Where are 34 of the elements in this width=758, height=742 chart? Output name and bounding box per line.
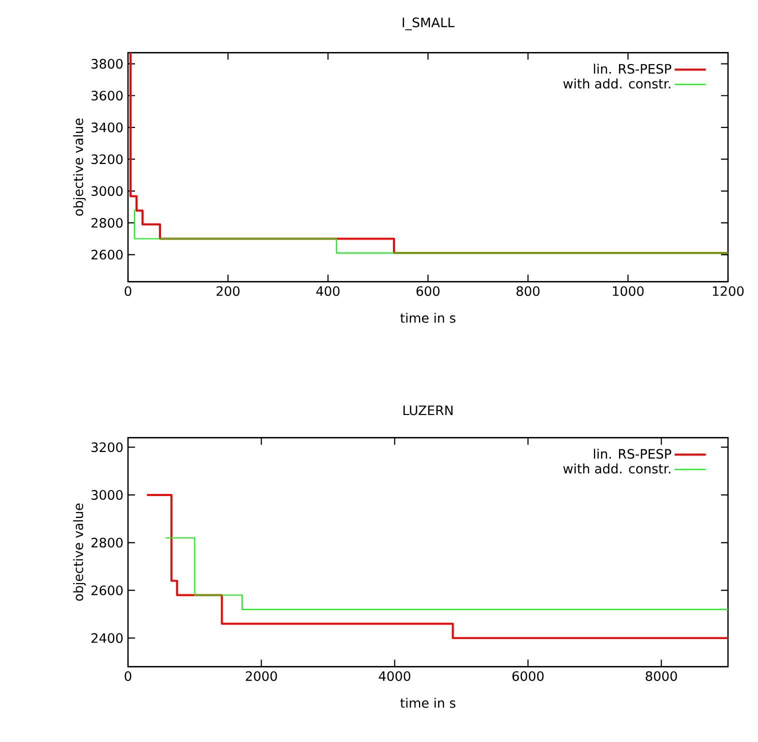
y-axis-title: objective value (73, 118, 86, 216)
x-axis-title: time in s (400, 312, 456, 323)
y-tick-label: 3800 (92, 58, 123, 69)
y-tick-label: 3200 (92, 442, 123, 452)
legend-label: with add. constr. (563, 464, 670, 474)
y-tick-label: 3600 (92, 90, 123, 101)
legend-label: with add. constr. (563, 78, 670, 89)
y-tick-label: 2400 (91, 633, 123, 643)
x-tick-label: 1200 (712, 286, 744, 296)
x-tick-label: 200 (216, 286, 240, 296)
y-tick-label: 2800 (91, 538, 123, 548)
x-tick-label: 0 (124, 671, 132, 681)
x-tick-label: 6000 (512, 671, 544, 681)
x-tick-label: 2000 (246, 671, 277, 681)
x-tick-label: 1000 (612, 286, 644, 296)
x-tick-label: 400 (316, 286, 340, 296)
legend-label: lin. RS-PESP (594, 448, 672, 459)
x-tick-label: 600 (416, 286, 440, 296)
y-tick-label: 2800 (91, 218, 123, 228)
y-tick-label: 3400 (92, 122, 123, 132)
x-axis-title: time in s (400, 698, 456, 708)
y-axis-title: objective value (73, 504, 86, 601)
y-tick-label: 2600 (91, 585, 123, 596)
x-tick-label: 800 (516, 286, 540, 296)
y-tick-label: 3000 (92, 186, 123, 196)
legend-label: lin. RS-PESP (594, 64, 672, 74)
x-tick-label: 4000 (378, 671, 410, 681)
y-tick-label: 2600 (91, 250, 123, 260)
x-tick-label: 0 (124, 286, 132, 296)
x-tick-label: 8000 (646, 671, 677, 681)
chart-title: LUZERN (403, 406, 453, 416)
chart-title: I_SMALL (402, 18, 454, 30)
y-tick-label: 3000 (92, 490, 123, 500)
y-tick-label: 3200 (92, 154, 123, 164)
